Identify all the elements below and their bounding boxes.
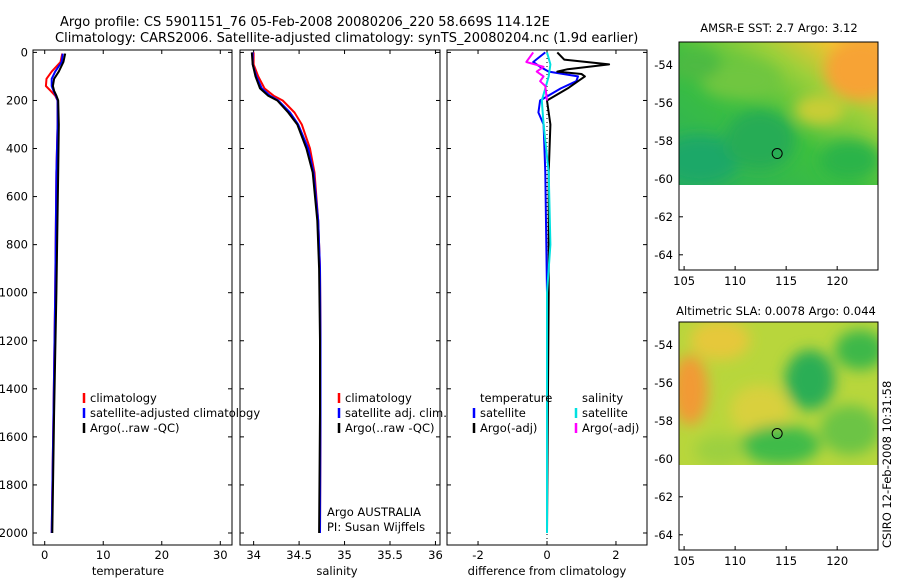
x-tick-label: 35.5 bbox=[377, 548, 403, 562]
sst-map-axes bbox=[678, 41, 879, 271]
map-y-tick-label: -62 bbox=[654, 490, 673, 504]
map-x-tick-label: 110 bbox=[724, 554, 746, 568]
series-line-salinity-argo-adj- bbox=[525, 51, 548, 101]
sst-heatmap bbox=[679, 42, 878, 185]
y-tick-label: 1600 bbox=[0, 430, 28, 444]
temperature-xlabel: temperature bbox=[92, 564, 164, 578]
y-tick-label: 1200 bbox=[0, 334, 28, 348]
salinity-xlabel: salinity bbox=[316, 564, 357, 578]
x-tick-label: 35 bbox=[337, 548, 352, 562]
y-tick-label: 400 bbox=[6, 142, 28, 156]
y-tick-label: 800 bbox=[6, 238, 28, 252]
y-tick-label: 2000 bbox=[0, 526, 28, 540]
legend-label-satellite: satellite-adjusted climatology bbox=[90, 406, 260, 420]
legend-header-temperature: temperature bbox=[480, 391, 552, 405]
map-y-tick-label: -58 bbox=[654, 134, 673, 148]
sst-argo-location-marker bbox=[771, 148, 783, 160]
legend-label-argo: Argo(..raw -QC) bbox=[345, 421, 435, 435]
temperature-legend: climatology satellite-adjusted climatolo… bbox=[82, 391, 260, 435]
sst-map-title: AMSR-E SST: 2.7 Argo: 3.12 bbox=[700, 21, 857, 35]
legend-label-climatology: climatology bbox=[345, 391, 412, 405]
difference-legend: temperature satellite Argo(-adj) salinit… bbox=[472, 391, 639, 435]
x-tick-label: 20 bbox=[154, 548, 169, 562]
tick-layer: 0 10 20 30020040060080010001200140016001800… bbox=[0, 45, 848, 568]
legend-label-sal-argo: Argo(-adj) bbox=[582, 421, 639, 435]
difference-xlabel: difference from climatology bbox=[468, 564, 627, 578]
x-tick-label: 10 bbox=[96, 548, 111, 562]
sla-map-title: Altimetric SLA: 0.0078 Argo: 0.044 bbox=[676, 304, 876, 318]
map-y-tick-label: -54 bbox=[654, 338, 673, 352]
salinity-annotation-line1: Argo AUSTRALIA bbox=[327, 505, 421, 519]
series-line-salinity-satellite bbox=[540, 52, 552, 533]
map-y-tick-label: -62 bbox=[654, 210, 673, 224]
series-line-temperature-argo-adj- bbox=[546, 51, 611, 534]
map-y-tick-label: -56 bbox=[654, 376, 673, 390]
sla-argo-location-marker bbox=[771, 428, 783, 440]
legend-label-temp-satellite: satellite bbox=[480, 406, 526, 420]
x-tick-label: 2 bbox=[612, 548, 619, 562]
x-tick-label: 0 bbox=[41, 548, 48, 562]
map-x-tick-label: 110 bbox=[724, 274, 746, 288]
sla-heatmap bbox=[679, 322, 878, 465]
y-tick-label: 600 bbox=[6, 190, 28, 204]
y-tick-label: 0 bbox=[21, 45, 28, 59]
x-tick-label: 36 bbox=[428, 548, 443, 562]
map-y-tick-label: -58 bbox=[654, 414, 673, 428]
map-y-tick-label: -56 bbox=[654, 96, 673, 110]
map-y-tick-label: -60 bbox=[654, 172, 673, 186]
x-tick-label: 0 bbox=[543, 548, 550, 562]
x-tick-label: 30 bbox=[213, 548, 228, 562]
legend-header-salinity: salinity bbox=[582, 391, 623, 405]
y-tick-label: 1800 bbox=[0, 478, 28, 492]
x-tick-label: 34 bbox=[246, 548, 261, 562]
legend-label-argo: Argo(..raw -QC) bbox=[90, 421, 180, 435]
y-tick-label: 200 bbox=[6, 93, 28, 107]
salinity-annotation-line2: PI: Susan Wijffels bbox=[327, 520, 425, 534]
y-tick-label: 1400 bbox=[0, 382, 28, 396]
map-y-tick-label: -64 bbox=[654, 528, 673, 542]
map-x-tick-label: 115 bbox=[775, 554, 797, 568]
map-x-tick-label: 105 bbox=[673, 554, 695, 568]
series-line-argo-raw-qc- bbox=[250, 52, 321, 534]
series-layer bbox=[44, 51, 611, 534]
y-tick-label: 1000 bbox=[0, 286, 28, 300]
series-line-climatology bbox=[252, 52, 322, 534]
x-tick-label: -2 bbox=[472, 548, 483, 562]
map-y-tick-label: -64 bbox=[654, 248, 673, 262]
figure-title-line2: Climatology: CARS2006. Satellite-adjuste… bbox=[55, 31, 638, 46]
map-y-tick-label: -60 bbox=[654, 452, 673, 466]
map-x-tick-label: 120 bbox=[826, 274, 848, 288]
map-x-tick-label: 105 bbox=[673, 274, 695, 288]
sla-map-axes bbox=[678, 321, 879, 551]
series-line-temperature-satellite bbox=[532, 51, 579, 533]
temperature-axes bbox=[32, 49, 233, 546]
map-y-tick-label: -54 bbox=[654, 58, 673, 72]
series-line-satellite-adj-clim- bbox=[251, 52, 322, 534]
legend-label-climatology: climatology bbox=[90, 391, 157, 405]
legend-label-satellite: satellite adj. clim. bbox=[345, 406, 447, 420]
figure-title-line1: Argo profile: CS 5901151_76 05-Feb-2008 … bbox=[60, 15, 550, 30]
legend-label-temp-argo: Argo(-adj) bbox=[480, 421, 537, 435]
legend-label-sal-satellite: satellite bbox=[582, 406, 628, 420]
series-line-argo-raw-qc- bbox=[51, 53, 67, 534]
salinity-axes bbox=[239, 49, 441, 546]
x-tick-label: 34.5 bbox=[286, 548, 312, 562]
footer-stamp: CSIRO 12-Feb-2008 10:31:58 bbox=[880, 381, 894, 548]
salinity-legend: climatology satellite adj. clim. Argo(..… bbox=[327, 391, 447, 534]
map-x-tick-label: 115 bbox=[775, 274, 797, 288]
map-x-tick-label: 120 bbox=[826, 554, 848, 568]
